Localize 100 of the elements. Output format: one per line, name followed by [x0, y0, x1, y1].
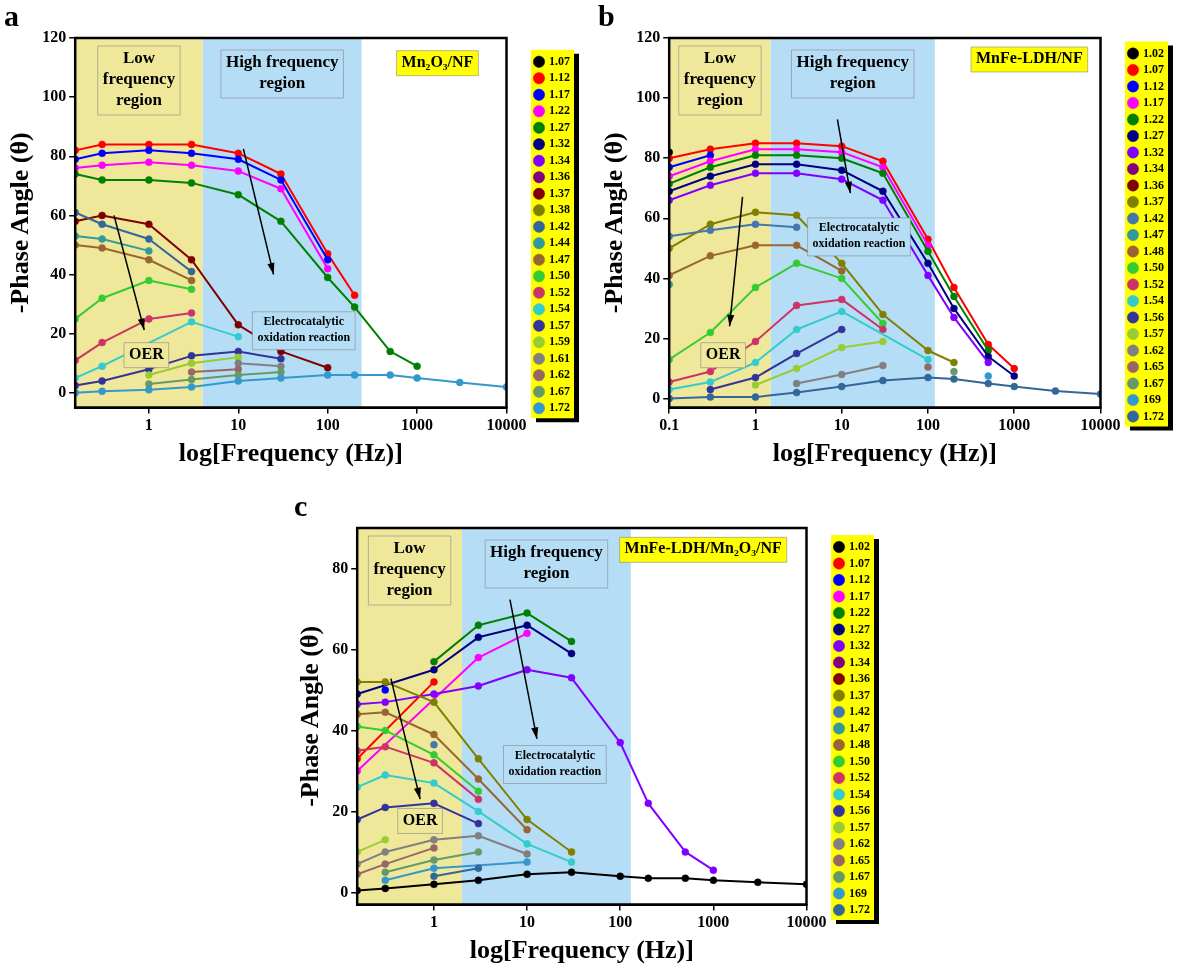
legend-label: 1.12	[849, 572, 870, 587]
legend-label: 1.22	[549, 103, 570, 118]
annotation: OER	[129, 344, 165, 362]
annotation: Electrocatalytic oxidation reaction	[508, 747, 602, 778]
x-tick-label: 100	[915, 416, 940, 434]
legend-label: 1.56	[1143, 309, 1164, 324]
y-tick-label: 120	[636, 28, 661, 46]
legend-label: 1.48	[849, 737, 870, 752]
x-tick-label: 100	[608, 913, 633, 931]
band-label: Low frequency region	[102, 47, 176, 109]
legend-label: 1.42	[1143, 210, 1164, 225]
legend-label: 1.32	[849, 638, 870, 653]
y-tick-label: 80	[644, 148, 661, 166]
legend-label: 1.67	[849, 869, 870, 884]
y-tick-label: 100	[42, 87, 67, 105]
y-tick-label: 80	[50, 146, 67, 164]
legend-label: 1.62	[849, 836, 870, 851]
y-tick-label: 60	[50, 205, 67, 223]
legend-label: 1.57	[849, 819, 870, 834]
legend-label: 1.44	[549, 235, 570, 250]
annotation: OER	[402, 810, 438, 828]
x-tick-label: 1000	[697, 913, 730, 931]
y-tick-label: 100	[636, 88, 661, 106]
legend-label: 1.02	[849, 539, 870, 554]
x-tick-label: 10000	[1080, 416, 1121, 434]
legend-label: 1.72	[1143, 408, 1164, 423]
x-tick-label: 0.1	[659, 416, 680, 434]
x-axis-title: log[Frequency (Hz)]	[772, 438, 997, 468]
legend-label: 1.36	[1143, 177, 1164, 192]
legend-label: 1.52	[1143, 276, 1164, 291]
y-axis-title: -Phase Angle (θ)	[599, 132, 629, 314]
band-label: Low frequency region	[683, 47, 757, 109]
legend-label: 1.38	[549, 202, 570, 217]
y-tick-label: 120	[42, 28, 67, 46]
y-tick-label: 20	[332, 801, 349, 819]
legend-label: 1.62	[549, 367, 570, 382]
legend-label: 1.07	[849, 555, 870, 570]
y-tick-label: 80	[332, 558, 349, 576]
legend-label: 1.47	[549, 251, 570, 266]
legend-label: 1.61	[549, 350, 570, 365]
legend-label: 1.17	[1143, 95, 1164, 110]
legend-label: 1.54	[1143, 293, 1164, 308]
x-tick-label: 10000	[486, 416, 527, 434]
x-tick-label: 1000	[401, 416, 434, 434]
x-tick-label: 1000	[998, 416, 1031, 434]
x-tick-label: 1	[144, 416, 153, 434]
legend-label: 1.27	[549, 119, 570, 134]
chart-title: a	[4, 0, 19, 32]
y-tick-label: 60	[644, 208, 661, 226]
y-tick-label: 40	[50, 264, 67, 282]
legend-label: 1.17	[549, 86, 570, 101]
y-tick-label: 0	[652, 388, 661, 406]
legend-label: 1.07	[549, 53, 570, 68]
legend-label: 1.36	[849, 671, 870, 686]
x-tick-label: 10000	[786, 913, 827, 931]
x-tick-label: 10	[519, 913, 536, 931]
legend-label: 1.52	[849, 770, 870, 785]
annotation: MnFe-LDH/Mn₂O₃/NF	[624, 539, 782, 557]
legend-label: 1.67	[549, 383, 570, 398]
chart-title: c	[294, 488, 308, 522]
legend-label: 1.72	[849, 902, 870, 917]
legend-label: 1.65	[849, 852, 870, 867]
legend-label: 1.37	[1143, 194, 1164, 209]
annotation: Electrocatalytic oxidation reaction	[812, 219, 906, 250]
legend-label: 169	[849, 885, 867, 900]
legend-label: 1.62	[1143, 342, 1164, 357]
legend-label: 1.42	[549, 218, 570, 233]
annotation: OER	[705, 344, 741, 362]
legend-label: 1.22	[849, 605, 870, 620]
chart-title: b	[598, 0, 615, 32]
y-tick-label: 60	[332, 639, 349, 657]
band-label: High frequency region	[490, 541, 604, 582]
y-tick-label: 40	[332, 720, 349, 738]
x-axis-title: log[Frequency (Hz)]	[469, 935, 694, 965]
legend-label: 1.12	[549, 70, 570, 85]
legend-label: 1.37	[849, 687, 870, 702]
y-axis-title: -Phase Angle (θ)	[295, 625, 325, 807]
annotation: Electrocatalytic oxidation reaction	[257, 313, 351, 344]
x-tick-label: 10	[230, 416, 247, 434]
legend-label: 1.56	[849, 803, 870, 818]
legend-label: 1.54	[549, 301, 570, 316]
annotation: Mn₂O₃/NF	[401, 52, 474, 70]
legend-label: 1.32	[549, 136, 570, 151]
legend-label: 1.07	[1143, 62, 1164, 77]
y-axis-title: -Phase Angle (θ)	[5, 132, 35, 314]
legend-label: 1.65	[1143, 359, 1164, 374]
legend-label: 1.72	[549, 400, 570, 415]
band-label: High frequency region	[225, 51, 339, 92]
legend-label: 1.47	[1143, 227, 1164, 242]
legend-label: 1.27	[849, 621, 870, 636]
legend-label: 1.22	[1143, 111, 1164, 126]
band-label: High frequency region	[796, 51, 910, 92]
legend-label: 1.57	[549, 317, 570, 332]
y-tick-label: 20	[644, 328, 661, 346]
legend-label: 1.34	[1143, 161, 1164, 176]
legend-label: 1.57	[1143, 326, 1164, 341]
y-tick-label: 20	[50, 323, 67, 341]
legend-label: 1.42	[849, 704, 870, 719]
legend-label: 1.12	[1143, 78, 1164, 93]
legend-label: 1.02	[1143, 45, 1164, 60]
